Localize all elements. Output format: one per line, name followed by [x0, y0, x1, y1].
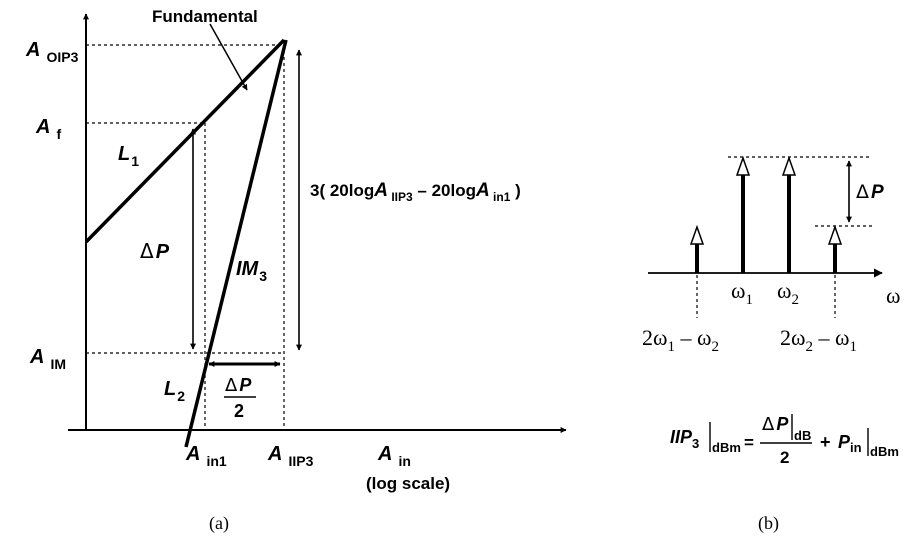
im-left-a: 2ω [642, 325, 667, 350]
svg-text:Fundamental: Fundamental [152, 7, 258, 26]
a-in1-sub: in1 [206, 453, 226, 469]
w2-label: ω [777, 278, 791, 303]
svg-text:Ain: Ain [377, 443, 411, 469]
l1-label: L [118, 143, 130, 165]
half-delta-symbol: Δ [225, 375, 238, 396]
tone-w2 [781, 155, 797, 273]
delta-p-label: P [156, 241, 170, 263]
svg-text:Pin: Pin [838, 432, 862, 455]
dashed-guides [86, 44, 285, 430]
eq-pin: P [838, 432, 851, 452]
tone-im-left [689, 224, 705, 273]
im3-label: IM [236, 258, 260, 280]
im-left-a-sub: 1 [667, 339, 675, 355]
svg-text:ω1: ω1 [731, 278, 753, 308]
fundamental-label: Fundamental [152, 7, 258, 26]
a-iip3-label: A [267, 443, 282, 465]
omega-axis-label: ω [886, 283, 900, 308]
a-f-label: A [35, 116, 50, 138]
svg-text:2ω1 – ω2: 2ω1 – ω2 [642, 325, 719, 355]
im-right-b: – ω [813, 325, 849, 350]
svg-text:IM3: IM3 [236, 258, 267, 284]
im-right-a: 2ω [780, 325, 805, 350]
formula-sub2: in1 [490, 190, 511, 204]
fundamental-line [84, 38, 286, 244]
w2-sub: 2 [791, 292, 799, 308]
w1-sub: 1 [745, 292, 753, 308]
formula-a1: A [373, 180, 388, 201]
svg-text:L2: L2 [164, 378, 185, 404]
eq-lhs-sub: 3 [692, 436, 699, 451]
formula-suffix: ) [510, 181, 520, 200]
formula-mid: – 20log [413, 181, 476, 200]
eq-lhs-unit: dBm [712, 440, 741, 455]
tone-im-right [827, 224, 843, 273]
a-f-sub: f [56, 126, 61, 142]
a-im-label: A [29, 346, 44, 368]
im-left-b-sub: 2 [711, 339, 719, 355]
svg-text:L1: L1 [118, 143, 139, 169]
eq-num-delta: Δ [762, 414, 775, 435]
fundamental-pointer [209, 23, 248, 91]
delta-symbol: Δ [140, 239, 154, 263]
eq-pin-unit: dBm [870, 444, 899, 459]
a-oip3-sub: OIP3 [46, 49, 78, 65]
a-in-sub: in [398, 453, 410, 469]
l1-sub: 1 [131, 153, 139, 169]
a-iip3-sub: IIP3 [288, 453, 313, 469]
l2-label: L [164, 378, 176, 400]
a-oip3-label: A [25, 39, 40, 61]
caption-b: (b) [758, 513, 779, 533]
svg-text:ω2: ω2 [777, 278, 799, 308]
eq-pin-sub: in [850, 440, 862, 455]
eq-equals: = [744, 433, 754, 452]
eq-plus: + [820, 432, 831, 452]
formula-sub1: IIP3 [388, 190, 413, 204]
a-in1-label: A [185, 443, 200, 465]
a-in-label: A [377, 443, 392, 465]
im3-sub: 3 [259, 268, 267, 284]
svg-text:2ω2 – ω1: 2ω2 – ω1 [780, 325, 857, 355]
log-scale-label: (log scale) [366, 474, 450, 493]
formula-prefix: 3( 20log [310, 181, 374, 200]
eq-den: 2 [780, 448, 789, 467]
eq-num-p: P [776, 414, 789, 434]
w1-label: ω [731, 278, 745, 303]
im-right-a-sub: 2 [805, 339, 813, 355]
tone-w1 [735, 155, 751, 273]
svg-text:IIP3: IIP3 [670, 427, 699, 451]
formula-a2: A [475, 180, 490, 201]
half-delta-p: P [239, 375, 252, 395]
svg-text:ΔP: ΔP [762, 414, 789, 435]
caption-a: (a) [209, 513, 229, 533]
l2-sub: 2 [177, 388, 185, 404]
a-im-sub: IM [50, 356, 66, 372]
eq-lhs: IIP [670, 427, 693, 447]
im3-line [184, 39, 288, 448]
svg-text:AIM: A IM [29, 346, 66, 372]
b-delta-symbol: Δ [856, 181, 869, 203]
eq-num-unit: dB [794, 428, 811, 443]
im-right-b-sub: 1 [849, 339, 857, 355]
svg-text:ΔP: ΔP [856, 181, 884, 203]
svg-text:ΔP: ΔP [140, 239, 170, 263]
svg-text:3( 20logA IIP3 – 20logA in1 ): 3( 20logA IIP3 – 20logA in1 ) [310, 180, 521, 204]
b-delta-p: P [871, 182, 884, 203]
b-dashed-guides [696, 156, 872, 318]
svg-text:Af: Af [35, 116, 61, 142]
im-left-b: – ω [675, 325, 711, 350]
half-denominator: 2 [234, 401, 244, 421]
svg-text:ΔP: ΔP [225, 375, 252, 396]
